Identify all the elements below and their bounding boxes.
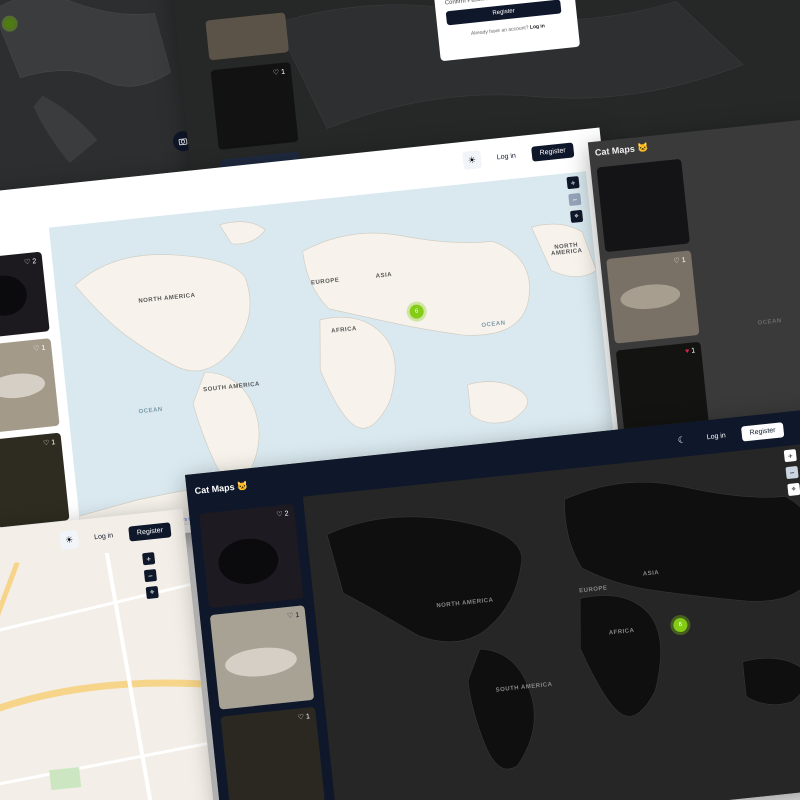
like-count[interactable]: ♡ 1 (42, 438, 56, 448)
photo-card[interactable]: ♡ 1 (606, 250, 700, 344)
register-button[interactable]: Register (530, 141, 575, 162)
like-count[interactable]: ♡ 1 (272, 68, 286, 77)
photo-card[interactable]: ♡ 1 (0, 432, 70, 528)
zoom-in-button[interactable]: + (566, 176, 580, 190)
register-button[interactable]: Register (128, 521, 172, 542)
locate-button[interactable]: ⌖ (145, 585, 159, 600)
login-button[interactable]: Log in (85, 527, 121, 546)
sun-icon: ☀ (64, 533, 74, 545)
photo-card[interactable]: ♡ 1 (0, 338, 60, 434)
already-account-text: Already have an account? (470, 24, 529, 37)
register-submit-button[interactable]: Register (445, 0, 562, 26)
navbar: ☀ Log in Register (462, 140, 575, 170)
photo-card[interactable]: ♡ 1 (220, 706, 325, 800)
screenshot-dark-main: Cat Maps 🐱 ☾ Log in Register ♡ 2 ♡ 1 ♡ 1 (185, 406, 800, 800)
screenshot-dark-map-topleft (0, 0, 221, 192)
camera-icon (178, 138, 188, 146)
like-count[interactable]: ♡ 1 (286, 611, 300, 621)
login-button[interactable]: Log in (488, 147, 524, 166)
app-title: Cat Maps 🐱 (594, 142, 649, 158)
login-link[interactable]: Log in (529, 23, 546, 31)
photo-card[interactable] (596, 158, 690, 253)
zoom-out-button[interactable]: − (568, 192, 582, 207)
app-title: Cat Maps 🐱 (194, 480, 249, 497)
photo-card[interactable]: ♡ 1 (209, 605, 315, 710)
like-count[interactable]: ♡ 2 (276, 509, 289, 519)
theme-toggle-button[interactable]: ☀ (59, 529, 80, 550)
navbar: ☀ Log in Register (59, 520, 172, 550)
photo-card[interactable]: ♡ 1 (210, 62, 299, 150)
photo-card[interactable] (205, 12, 290, 61)
dark-map-tiles (0, 0, 171, 164)
sun-icon: ☀ (467, 154, 477, 165)
locate-button[interactable]: ⌖ (570, 209, 584, 224)
zoom-out-button[interactable]: − (785, 465, 799, 480)
photo-card[interactable]: ♡ 2 (0, 251, 50, 339)
locate-button[interactable]: ⌖ (787, 482, 800, 497)
street-map-tiles (0, 544, 217, 800)
label-ocean: OCEAN (757, 318, 783, 327)
like-count[interactable]: ♡ 1 (297, 712, 311, 722)
login-button[interactable]: Log in (698, 427, 734, 446)
moon-icon: ☾ (677, 433, 687, 445)
screenshot-street-map: ☀ Log in Register + − ⌖ (0, 508, 217, 800)
login-prompt: Already have an account? Log in (448, 21, 568, 40)
dark-map-background (275, 1, 744, 129)
navbar: ☾ Log in Register (672, 420, 785, 450)
theme-toggle-button[interactable]: ☀ (462, 150, 482, 170)
like-count[interactable]: ♥ 1 (684, 347, 696, 356)
register-button[interactable]: Register (740, 421, 785, 442)
like-count[interactable]: ♡ 2 (23, 257, 37, 267)
zoom-in-button[interactable]: + (783, 449, 797, 463)
dark-map-land-tiles (326, 481, 800, 770)
theme-toggle-button[interactable]: ☾ (672, 430, 692, 450)
dark-world-map[interactable]: NORTH AMERICA EUROPE ASIA AFRICA SOUTH A… (302, 439, 800, 800)
zoom-in-button[interactable]: + (142, 552, 156, 566)
like-count[interactable]: ♡ 1 (32, 344, 46, 353)
zoom-out-button[interactable]: − (143, 568, 158, 583)
like-count[interactable]: ♡ 1 (673, 256, 687, 266)
camera-button[interactable] (171, 130, 194, 153)
screenshot-register-dark: ♡ 1 Confirm Password Register Already ha… (170, 0, 800, 193)
photo-card[interactable]: ♡ 2 (199, 503, 304, 609)
